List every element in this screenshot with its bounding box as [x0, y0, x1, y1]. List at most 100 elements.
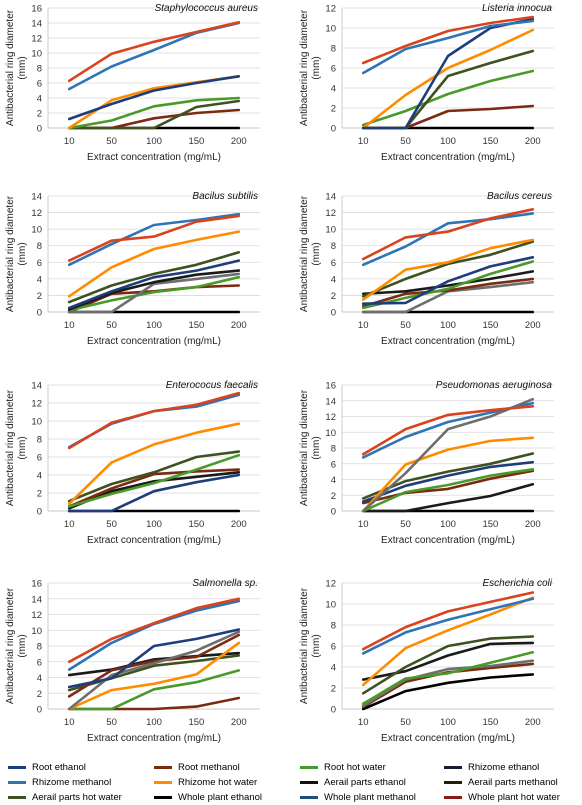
x-tick-label: 150 — [482, 717, 498, 728]
legend-swatch — [154, 795, 172, 799]
legend-item: Aerail parts hot water — [8, 790, 122, 804]
x-tick-label: 200 — [525, 519, 541, 530]
legend-label: Whole plant ethanol — [178, 791, 262, 803]
y-tick-label: 4 — [331, 475, 336, 486]
y-tick-label: 4 — [331, 84, 336, 95]
legend-swatch — [444, 765, 462, 769]
y-tick-label: 12 — [31, 610, 42, 621]
y-axis-unit: (mm) — [17, 242, 28, 265]
y-tick-label: 14 — [325, 396, 336, 407]
series-line — [361, 208, 535, 261]
chart-panel: 0 2 4 6 8 10 12 10 50 100 150 200 Extract concentrat… — [299, 3, 554, 163]
chart-title: Bacilus cereus — [487, 191, 552, 202]
x-tick-label: 10 — [358, 320, 369, 331]
x-tick-label: 100 — [440, 717, 456, 728]
series-line — [361, 260, 535, 310]
series-line — [67, 75, 241, 121]
series-line — [361, 69, 535, 127]
y-tick-label: 14 — [325, 192, 336, 203]
x-axis-label: Extract concentration (mg/mL) — [381, 152, 515, 163]
y-tick-label: 4 — [37, 471, 42, 482]
y-tick-label: 10 — [325, 24, 336, 35]
legend-swatch — [154, 765, 172, 769]
x-tick-label: 50 — [106, 717, 117, 728]
series-line — [361, 597, 535, 655]
legend-swatch — [444, 795, 462, 799]
series-line — [67, 651, 241, 677]
y-tick-label: 0 — [331, 124, 336, 135]
series-line — [361, 460, 535, 503]
y-tick-label: 12 — [31, 208, 42, 219]
series-line — [361, 482, 535, 513]
series-line — [67, 230, 241, 298]
series-line — [67, 272, 241, 314]
y-tick-label: 2 — [37, 109, 42, 120]
y-tick-label: 16 — [31, 579, 42, 590]
legend-item: Rhizome methanol — [8, 775, 111, 789]
legend-label: Root hot water — [324, 761, 386, 773]
x-tick-label: 150 — [188, 320, 204, 331]
x-tick-label: 50 — [400, 717, 411, 728]
y-axis-unit: (mm) — [311, 634, 322, 657]
x-tick-label: 100 — [440, 320, 456, 331]
chart-panel: 0 2 4 6 8 10 12 14 10 50 100 150 200 Extract concentr… — [5, 380, 260, 546]
series-line — [67, 468, 241, 508]
series-line — [361, 19, 535, 75]
series-line — [361, 635, 535, 695]
legend-item: Aerail parts methanol — [444, 775, 558, 789]
legend-label: Aerail parts ethanol — [324, 776, 406, 788]
series-line — [361, 641, 535, 681]
y-axis-unit: (mm) — [311, 56, 322, 79]
chart-title: Listeria innocua — [482, 3, 552, 14]
legend-label: Whole plant hot water — [468, 791, 560, 803]
legend-item: Aerail parts ethanol — [300, 775, 406, 789]
series-line — [67, 422, 241, 506]
y-tick-label: 10 — [325, 428, 336, 439]
series-line — [67, 214, 241, 262]
y-tick-label: 8 — [331, 241, 336, 252]
chart-title: Pseudomonas aeruginosa — [436, 380, 553, 391]
chart-panel: 0 2 4 6 8 10 12 14 16 10 50 100 150 200 Extract concen… — [5, 3, 260, 163]
x-axis-label: Extract concentration (mg/mL) — [87, 336, 221, 347]
legend-swatch — [300, 765, 318, 769]
legend-item: Root hot water — [300, 760, 386, 774]
chart-panel: 0 2 4 6 8 10 12 14 10 50 100 150 200 Extract concentr… — [299, 191, 554, 347]
y-tick-label: 10 — [31, 417, 42, 428]
y-axis-label: Antibacterial ring diameter — [5, 587, 16, 704]
x-tick-label: 100 — [146, 519, 162, 530]
y-axis-label: Antibacterial ring diameter — [299, 587, 310, 704]
y-tick-label: 12 — [31, 399, 42, 410]
y-tick-label: 6 — [331, 642, 336, 653]
y-tick-label: 0 — [37, 124, 42, 135]
series-line — [67, 630, 241, 711]
y-axis-label: Antibacterial ring diameter — [5, 389, 16, 506]
y-tick-label: 2 — [331, 291, 336, 302]
series-line — [361, 591, 535, 651]
legend-swatch — [154, 780, 172, 784]
series-line — [361, 212, 535, 267]
legend-label: Root methanol — [178, 761, 240, 773]
y-tick-label: 8 — [37, 241, 42, 252]
y-tick-label: 14 — [31, 381, 42, 392]
legend-swatch — [444, 780, 462, 784]
series-line — [361, 238, 535, 301]
legend-item: Rhizome hot water — [154, 775, 257, 789]
y-axis-label: Antibacterial ring diameter — [299, 389, 310, 506]
y-tick-label: 0 — [37, 507, 42, 518]
y-tick-label: 6 — [37, 657, 42, 668]
y-tick-label: 12 — [325, 208, 336, 219]
y-tick-label: 4 — [37, 94, 42, 105]
y-tick-label: 2 — [37, 489, 42, 500]
y-axis-label: Antibacterial ring diameter — [5, 195, 16, 312]
y-tick-label: 14 — [31, 594, 42, 605]
y-tick-label: 0 — [37, 308, 42, 319]
y-tick-label: 6 — [331, 258, 336, 269]
y-tick-label: 10 — [31, 49, 42, 60]
x-tick-label: 100 — [146, 320, 162, 331]
y-tick-label: 10 — [31, 225, 42, 236]
series-line — [67, 669, 241, 711]
series-line — [361, 673, 535, 711]
legend-item: Rhizome ethanol — [444, 760, 539, 774]
x-tick-label: 50 — [106, 519, 117, 530]
chart-panel: 0 2 4 6 8 10 12 14 16 10 50 100 150 200 Extract concen… — [299, 380, 554, 546]
